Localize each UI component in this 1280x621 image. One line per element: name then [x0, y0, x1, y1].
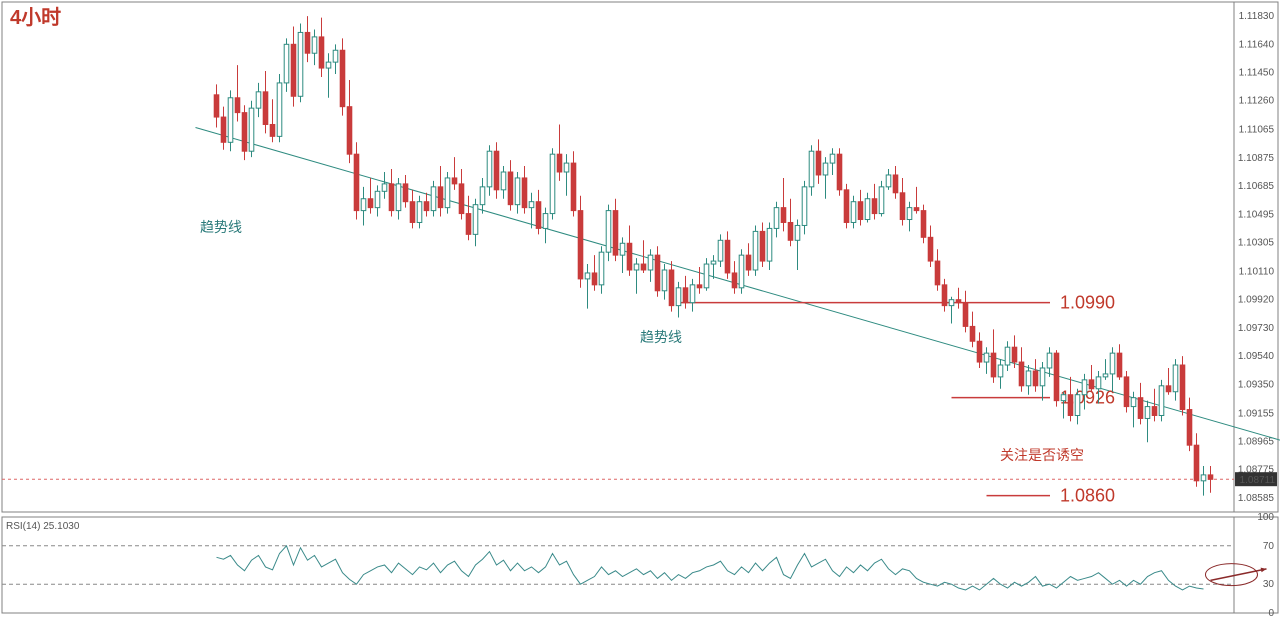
svg-text:趋势线: 趋势线 — [640, 329, 682, 345]
svg-text:30: 30 — [1263, 579, 1275, 590]
svg-text:1.09920: 1.09920 — [1238, 295, 1275, 306]
chart-stage: 1.11830 1.11640 1.11450 1.11260 1.11065 1.108… — [0, 0, 1280, 621]
svg-text:1.10305: 1.10305 — [1238, 238, 1275, 249]
chart-title: 4小时 — [10, 6, 61, 29]
svg-text:1.11640: 1.11640 — [1239, 39, 1275, 50]
svg-text:1.10110: 1.10110 — [1239, 266, 1275, 277]
svg-text:1.11830: 1.11830 — [1239, 11, 1275, 22]
svg-text:关注是否诱空: 关注是否诱空 — [1000, 447, 1084, 463]
svg-text:1.0860: 1.0860 — [1060, 486, 1115, 506]
svg-text:1.10875: 1.10875 — [1238, 153, 1275, 164]
svg-text:1.09155: 1.09155 — [1238, 408, 1275, 419]
svg-text:1.09350: 1.09350 — [1238, 379, 1275, 390]
svg-text:趋势线: 趋势线 — [200, 219, 242, 235]
svg-text:1.09540: 1.09540 — [1238, 351, 1275, 362]
svg-text:0: 0 — [1268, 608, 1274, 619]
svg-text:1.09730: 1.09730 — [1238, 323, 1275, 334]
svg-text:70: 70 — [1263, 541, 1275, 552]
svg-text:1.11065: 1.11065 — [1239, 125, 1275, 136]
svg-text:1.08965: 1.08965 — [1238, 436, 1275, 447]
svg-text:RSI(14) 25.1030: RSI(14) 25.1030 — [6, 521, 80, 532]
chart-svg: 1.11830 1.11640 1.11450 1.11260 1.11065 1.108… — [0, 0, 1280, 621]
svg-text:1.10685: 1.10685 — [1238, 181, 1275, 192]
svg-text:100: 100 — [1257, 512, 1274, 523]
svg-text:1.10495: 1.10495 — [1238, 209, 1275, 220]
svg-text:1.0990: 1.0990 — [1060, 293, 1115, 313]
svg-text:1.11260: 1.11260 — [1239, 96, 1275, 107]
svg-text:1.08585: 1.08585 — [1238, 493, 1275, 504]
svg-text:1.08711: 1.08711 — [1240, 475, 1276, 486]
svg-text:1.11450: 1.11450 — [1239, 68, 1275, 79]
